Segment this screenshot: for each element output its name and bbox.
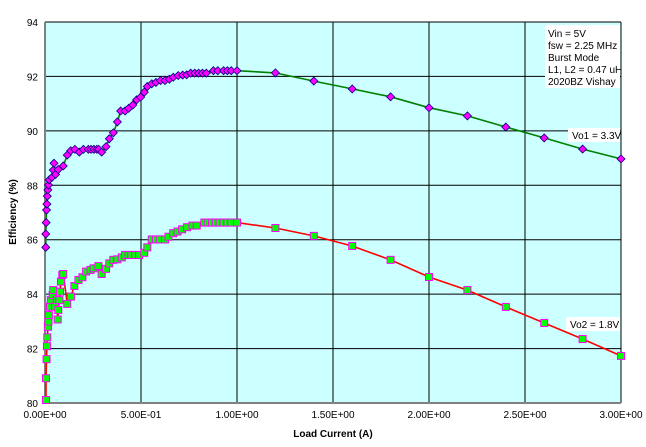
data-point (424, 103, 434, 113)
data-point (56, 277, 65, 286)
annotation-line: fsw = 2.25 MHz (548, 41, 617, 52)
x-axis: 0.00E+00 5.00E-01 1.00E+00 1.50E+00 2.00E+00… (23, 410, 643, 421)
data-point (578, 144, 588, 154)
y-axis-label: Efficiency (%) (8, 179, 19, 245)
data-point (53, 315, 62, 324)
data-point (128, 100, 138, 110)
x-tick-label: 0.00E+00 (23, 410, 67, 421)
data-point (70, 281, 79, 290)
data-point (108, 128, 118, 138)
data-point (41, 229, 51, 239)
data-point (309, 231, 318, 240)
data-point (42, 355, 51, 364)
data-point (270, 68, 280, 78)
data-point (192, 221, 201, 230)
data-point (201, 68, 211, 78)
data-point (271, 224, 280, 233)
data-point (101, 142, 111, 152)
data-point (97, 270, 106, 279)
series-2 (41, 218, 625, 405)
x-tick-label: 1.00E+00 (215, 410, 259, 421)
data-point (94, 262, 103, 271)
series-1 (41, 66, 626, 252)
data-point (59, 270, 68, 279)
data-point (539, 133, 549, 143)
data-point (425, 272, 433, 281)
series-label-vo1: Vo1 = 3.3V (572, 131, 622, 142)
x-tick-label: 2.50E+00 (503, 410, 547, 421)
data-point (616, 154, 626, 164)
data-point (386, 92, 396, 102)
data-point (66, 292, 75, 301)
data-point (41, 374, 50, 383)
data-point (41, 396, 50, 405)
annotation-box (545, 25, 620, 88)
data-point (49, 158, 59, 168)
data-point (501, 122, 511, 132)
data-point (55, 296, 64, 305)
data-point (41, 242, 51, 252)
y-tick-label: 90 (27, 127, 39, 138)
data-point (55, 287, 64, 296)
data-point (44, 317, 53, 326)
data-point (347, 84, 357, 94)
data-point (97, 147, 107, 157)
annotation-line: Burst Mode (548, 53, 600, 64)
data-point (42, 199, 52, 209)
series-layer (41, 66, 626, 405)
annotation-line: L1, L2 = 0.47 uH (548, 65, 622, 76)
legend-label-bg-vo2 (566, 317, 620, 331)
data-point (348, 241, 357, 250)
data-point (54, 305, 63, 314)
data-point (42, 191, 52, 201)
legend-label-bg-vo1 (568, 128, 620, 142)
data-point (44, 311, 53, 320)
data-point (49, 286, 58, 295)
data-point (462, 111, 472, 121)
annotation-line: 2020BZ Vishay (548, 77, 616, 88)
data-point (578, 335, 587, 344)
data-point (617, 351, 625, 360)
data-point (309, 76, 319, 86)
data-point (63, 299, 72, 308)
data-point (540, 318, 549, 327)
y-tick-label: 88 (27, 181, 39, 192)
data-point (104, 134, 114, 144)
data-point (41, 205, 52, 215)
x-axis-label: Load Current (A) (293, 429, 372, 440)
data-point (41, 218, 51, 228)
data-point (43, 333, 52, 342)
data-point (501, 302, 510, 311)
y-tick-label: 82 (27, 345, 39, 356)
y-tick-label: 86 (27, 236, 39, 247)
data-point (42, 342, 51, 351)
data-point (143, 243, 152, 252)
y-tick-label: 80 (27, 399, 39, 410)
series-label-vo2: Vo2 = 1.8V (570, 320, 620, 331)
x-tick-label: 5.00E-01 (121, 410, 162, 421)
y-axis: 80 82 84 86 88 90 92 94 (27, 18, 39, 410)
data-point (463, 286, 472, 295)
data-point (386, 255, 395, 264)
data-point (232, 66, 242, 76)
annotation-line: Vin = 5V (548, 29, 586, 40)
y-tick-label: 84 (27, 290, 39, 301)
x-tick-label: 3.00E+00 (599, 410, 643, 421)
y-tick-label: 92 (27, 72, 39, 83)
x-tick-label: 2.00E+00 (407, 410, 451, 421)
y-tick-label: 94 (27, 18, 39, 29)
data-point (112, 117, 122, 127)
data-point (233, 218, 241, 227)
data-point (139, 87, 149, 97)
data-point (58, 161, 68, 171)
x-tick-label: 1.50E+00 (311, 410, 355, 421)
